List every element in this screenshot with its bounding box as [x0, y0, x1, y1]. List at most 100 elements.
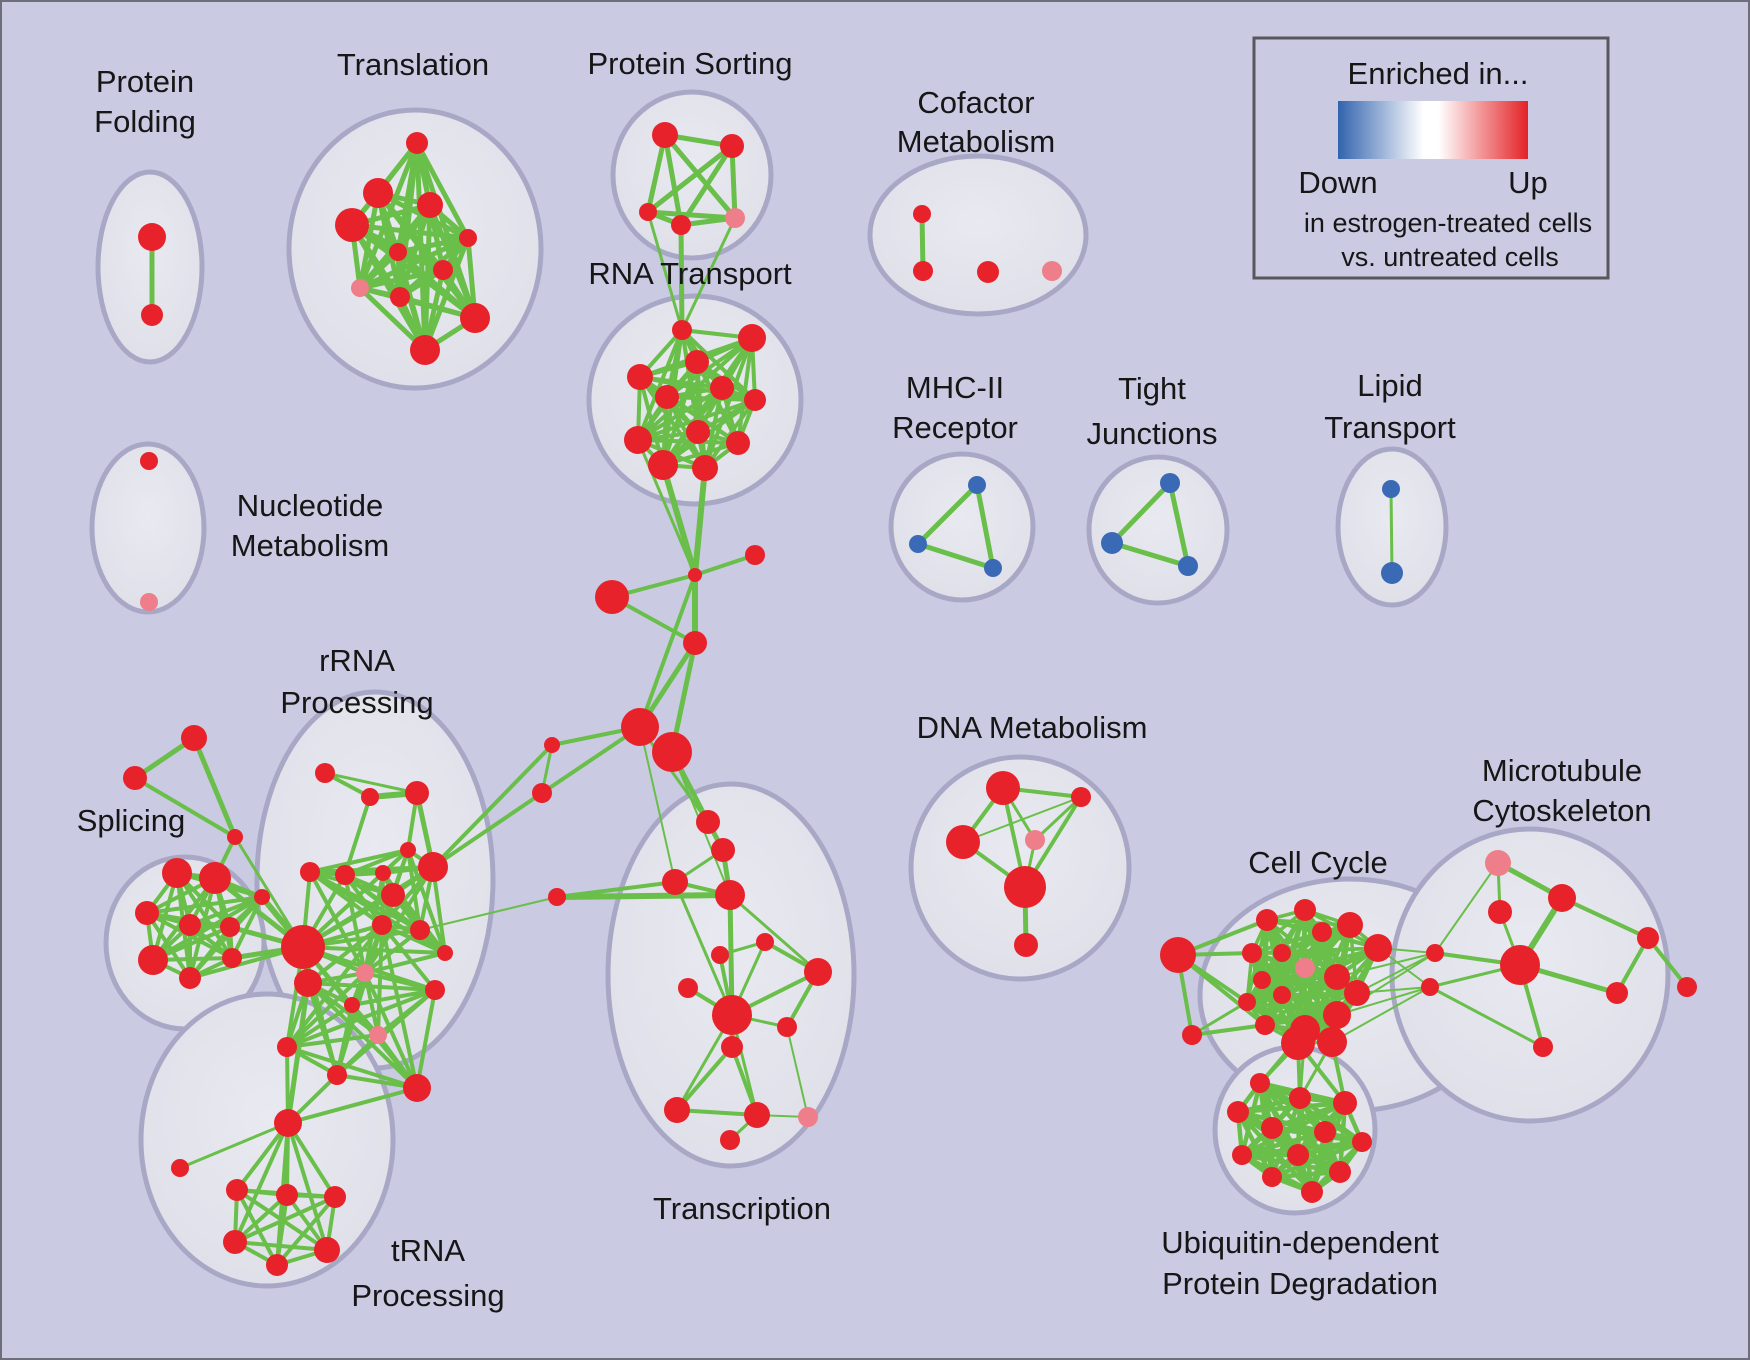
- node-lt2[interactable]: [1381, 562, 1403, 584]
- node-mt5[interactable]: [1606, 982, 1628, 1004]
- node-ub11[interactable]: [1262, 1167, 1282, 1187]
- node-cf4[interactable]: [1042, 261, 1062, 281]
- node-t1[interactable]: [406, 132, 428, 154]
- node-rr1[interactable]: [418, 852, 448, 882]
- node-dm1[interactable]: [986, 771, 1020, 805]
- node-ub12[interactable]: [1301, 1181, 1323, 1203]
- node-pf2[interactable]: [141, 304, 163, 326]
- node-dm3[interactable]: [946, 825, 980, 859]
- node-ps1[interactable]: [652, 122, 678, 148]
- node-t3[interactable]: [417, 192, 443, 218]
- node-dm5[interactable]: [1004, 866, 1046, 908]
- node-rr13[interactable]: [410, 920, 430, 940]
- node-ub10[interactable]: [1329, 1161, 1351, 1183]
- node-dm6[interactable]: [1014, 933, 1038, 957]
- node-sp10[interactable]: [138, 945, 168, 975]
- node-r8[interactable]: [686, 420, 710, 444]
- node-ps5[interactable]: [725, 208, 745, 228]
- node-rr11[interactable]: [300, 862, 320, 882]
- node-cf1[interactable]: [913, 205, 931, 223]
- node-mt6[interactable]: [1533, 1037, 1553, 1057]
- node-t7[interactable]: [433, 260, 453, 280]
- node-cf3[interactable]: [977, 261, 999, 283]
- node-rr14[interactable]: [425, 980, 445, 1000]
- node-ps3[interactable]: [639, 203, 657, 221]
- node-cc1[interactable]: [1160, 937, 1196, 973]
- node-tx10[interactable]: [777, 1017, 797, 1037]
- node-dm4[interactable]: [1025, 830, 1045, 850]
- node-j5[interactable]: [621, 708, 659, 746]
- node-m2[interactable]: [909, 535, 927, 553]
- node-ta[interactable]: [226, 1179, 248, 1201]
- node-sp7[interactable]: [179, 914, 201, 936]
- node-txL[interactable]: [548, 888, 566, 906]
- node-cc5[interactable]: [1312, 922, 1332, 942]
- node-t6[interactable]: [389, 243, 407, 261]
- node-r4[interactable]: [685, 350, 709, 374]
- node-tx11[interactable]: [721, 1036, 743, 1058]
- node-cc19[interactable]: [1281, 1026, 1315, 1060]
- node-ub1[interactable]: [1250, 1073, 1270, 1093]
- node-cc2[interactable]: [1182, 1025, 1202, 1045]
- node-tx5[interactable]: [756, 933, 774, 951]
- node-tx6[interactable]: [711, 946, 729, 964]
- node-mt7[interactable]: [1677, 977, 1697, 997]
- node-cc8[interactable]: [1295, 958, 1315, 978]
- node-cc14[interactable]: [1324, 964, 1350, 990]
- node-n2[interactable]: [140, 593, 158, 611]
- node-sp9[interactable]: [254, 889, 270, 905]
- node-tx12[interactable]: [664, 1097, 690, 1123]
- node-tc[interactable]: [324, 1186, 346, 1208]
- node-ub3[interactable]: [1333, 1091, 1357, 1115]
- node-cc9[interactable]: [1242, 943, 1262, 963]
- node-sp4[interactable]: [162, 858, 192, 888]
- node-tj1[interactable]: [1160, 473, 1180, 493]
- node-sp3[interactable]: [227, 829, 243, 845]
- node-ub9[interactable]: [1287, 1144, 1309, 1166]
- node-rr8[interactable]: [403, 1074, 431, 1102]
- node-tx13[interactable]: [744, 1102, 770, 1128]
- node-rr17[interactable]: [375, 865, 391, 881]
- node-rr12[interactable]: [372, 915, 392, 935]
- node-t11[interactable]: [410, 335, 440, 365]
- node-r5[interactable]: [655, 385, 679, 409]
- node-te[interactable]: [314, 1237, 340, 1263]
- node-r9[interactable]: [624, 426, 652, 454]
- node-tb[interactable]: [276, 1184, 298, 1206]
- node-rrT1[interactable]: [315, 763, 335, 783]
- node-cc10[interactable]: [1253, 971, 1271, 989]
- node-ub8[interactable]: [1232, 1145, 1252, 1165]
- node-ub7[interactable]: [1352, 1132, 1372, 1152]
- node-rr10[interactable]: [327, 1065, 347, 1085]
- node-t4[interactable]: [335, 208, 369, 242]
- node-cc4[interactable]: [1294, 899, 1316, 921]
- node-rrT3[interactable]: [405, 781, 429, 805]
- node-l2[interactable]: [532, 783, 552, 803]
- node-mt2[interactable]: [1548, 884, 1576, 912]
- node-r11[interactable]: [692, 455, 718, 481]
- node-r10[interactable]: [648, 450, 678, 480]
- node-t9[interactable]: [390, 287, 410, 307]
- node-t10[interactable]: [460, 303, 490, 333]
- node-tf[interactable]: [266, 1254, 288, 1276]
- node-mt5r[interactable]: [1637, 927, 1659, 949]
- node-t5[interactable]: [459, 229, 477, 247]
- node-tx14[interactable]: [798, 1107, 818, 1127]
- node-r7[interactable]: [744, 389, 766, 411]
- node-j1[interactable]: [688, 568, 702, 582]
- node-tj2[interactable]: [1101, 532, 1123, 554]
- node-j3[interactable]: [595, 580, 629, 614]
- node-m3[interactable]: [984, 559, 1002, 577]
- node-j2[interactable]: [745, 545, 765, 565]
- node-l1[interactable]: [544, 737, 560, 753]
- node-sp6[interactable]: [135, 901, 159, 925]
- node-tx2[interactable]: [711, 838, 735, 862]
- node-rr2[interactable]: [381, 883, 405, 907]
- node-dm2[interactable]: [1071, 787, 1091, 807]
- node-lt1[interactable]: [1382, 480, 1400, 498]
- node-cc7[interactable]: [1364, 934, 1392, 962]
- node-ps2[interactable]: [720, 134, 744, 158]
- node-sp12[interactable]: [222, 948, 242, 968]
- node-ps4[interactable]: [671, 215, 691, 235]
- node-cc3[interactable]: [1256, 909, 1278, 931]
